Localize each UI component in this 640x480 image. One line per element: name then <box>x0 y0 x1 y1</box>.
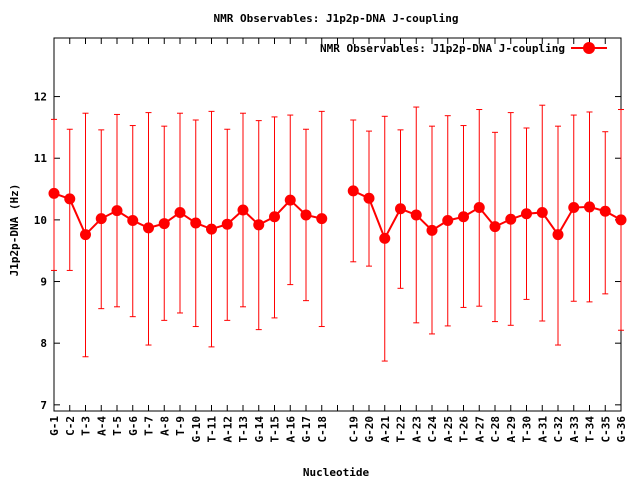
x-tick-label: C-35 <box>599 416 612 443</box>
data-point <box>64 193 76 205</box>
x-tick-label: G-6 <box>127 416 140 436</box>
series-line <box>53 189 622 241</box>
data-point <box>95 213 107 225</box>
x-tick-label: T-13 <box>237 416 250 443</box>
legend-label: NMR Observables: J1p2p-DNA J-coupling <box>320 42 565 55</box>
data-point <box>363 192 375 204</box>
data-point <box>190 217 202 229</box>
x-tick-label: T-5 <box>111 416 124 436</box>
x-tick-label: G-17 <box>300 416 313 443</box>
data-point <box>300 209 312 221</box>
data-point <box>206 223 217 235</box>
x-axis-title: Nucleotide <box>303 466 370 479</box>
data-point <box>442 214 454 226</box>
data-point <box>568 202 580 214</box>
x-tick-label: A-12 <box>221 416 234 443</box>
data-point <box>489 221 501 233</box>
x-tick-label: T-34 <box>584 416 597 443</box>
y-tick-labels: 7 8 9 10 11 12 <box>34 91 48 412</box>
axis-ticks <box>53 38 622 411</box>
data-point <box>48 187 60 199</box>
x-tick-label: C-28 <box>489 416 502 443</box>
error-bars <box>51 104 624 362</box>
data-point <box>615 214 627 226</box>
data-point <box>80 229 91 241</box>
data-point <box>458 211 469 223</box>
x-tick-label: C-18 <box>316 416 329 443</box>
data-point <box>410 209 422 221</box>
x-tick-label: T-7 <box>143 416 156 436</box>
x-tick-labels: G-1 C-2 T-3 A-4 T-5 G-6 T-7 A-8 T-9 G-10 T-11 A-12 T… <box>48 416 628 443</box>
x-tick-label: G-10 <box>190 416 203 443</box>
x-tick-label: T-9 <box>174 416 187 436</box>
data-point <box>599 205 611 217</box>
legend-marker <box>583 42 595 54</box>
data-point <box>143 222 154 234</box>
x-tick-label: T-26 <box>458 416 471 443</box>
data-point <box>221 218 233 230</box>
x-tick-label: A-27 <box>473 416 486 443</box>
x-tick-label: A-21 <box>379 416 392 443</box>
y-tick-label: 9 <box>40 276 47 289</box>
y-tick-label: 10 <box>34 214 47 227</box>
x-tick-label: C-24 <box>426 416 439 443</box>
x-tick-label: A-33 <box>568 416 581 443</box>
data-point <box>158 218 170 230</box>
x-tick-label: A-31 <box>536 416 549 443</box>
x-tick-label: T-30 <box>521 416 534 443</box>
y-tick-label: 11 <box>34 152 48 165</box>
data-point <box>395 203 406 215</box>
data-point <box>284 194 296 206</box>
data-point <box>174 206 186 218</box>
data-point <box>552 229 564 241</box>
data-point <box>505 213 517 225</box>
x-tick-label: G-14 <box>253 416 266 443</box>
x-tick-label: T-22 <box>395 416 408 443</box>
x-tick-label: C-2 <box>64 416 77 436</box>
data-point <box>584 201 595 213</box>
data-point <box>316 213 328 225</box>
data-point <box>269 211 280 223</box>
y-tick-label: 7 <box>40 399 47 412</box>
x-tick-label: G-1 <box>48 416 61 436</box>
y-axis-title: J1p2p-DNA (Hz) <box>8 184 21 277</box>
data-points <box>48 185 627 244</box>
legend: NMR Observables: J1p2p-DNA J-coupling <box>320 42 607 55</box>
x-tick-label: G-36 <box>615 416 628 443</box>
chart-title: NMR Observables: J1p2p-DNA J-coupling <box>213 12 458 25</box>
x-tick-label: G-20 <box>363 416 376 443</box>
x-tick-label: A-4 <box>95 416 108 436</box>
series-segment <box>53 192 322 237</box>
x-tick-label: A-23 <box>410 416 423 443</box>
data-point <box>237 204 249 216</box>
x-tick-label: C-32 <box>552 416 565 443</box>
data-point <box>379 232 391 244</box>
x-tick-label: A-16 <box>284 416 297 443</box>
x-tick-label: C-19 <box>347 416 360 443</box>
x-tick-label: A-25 <box>442 416 455 443</box>
series-segment <box>352 189 622 241</box>
x-tick-label: T-11 <box>206 416 219 443</box>
y-tick-label: 8 <box>40 337 47 350</box>
x-tick-label: T-15 <box>269 416 282 443</box>
x-tick-label: T-3 <box>80 416 93 436</box>
x-tick-label: A-8 <box>158 416 171 436</box>
data-point <box>536 206 548 218</box>
data-point <box>127 214 139 226</box>
data-point <box>253 219 265 231</box>
x-tick-label: A-29 <box>505 416 518 443</box>
data-point <box>521 208 532 220</box>
data-point <box>347 185 359 197</box>
data-point <box>111 205 123 217</box>
data-point <box>426 224 438 236</box>
data-point <box>473 202 485 214</box>
y-tick-label: 12 <box>34 91 47 104</box>
